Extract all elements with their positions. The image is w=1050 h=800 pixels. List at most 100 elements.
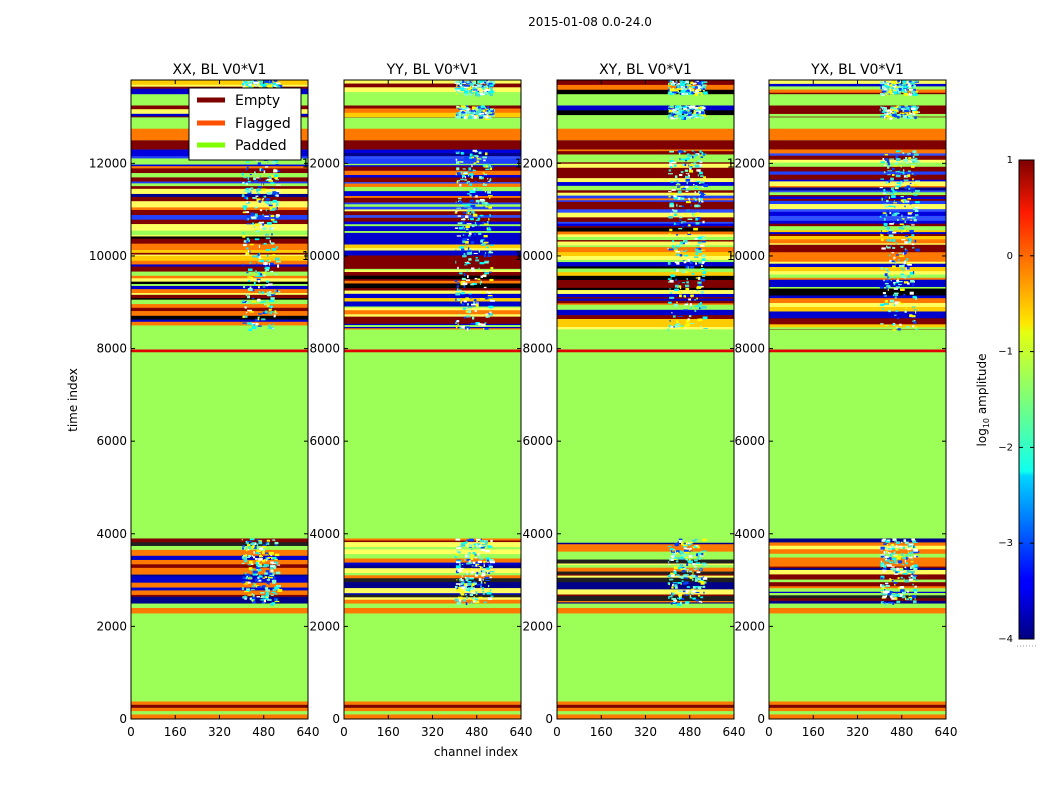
- data-stripe: [344, 209, 521, 212]
- data-speck: [475, 600, 480, 604]
- data-speck: [481, 87, 487, 89]
- data-speck: [460, 582, 463, 586]
- data-speck: [891, 274, 894, 276]
- data-stripe: [557, 256, 734, 261]
- data-speck: [889, 110, 893, 113]
- data-stripe: [769, 320, 946, 325]
- data-speck: [679, 111, 683, 113]
- data-speck: [456, 112, 459, 114]
- data-speck: [914, 80, 919, 82]
- data-speck: [268, 180, 274, 182]
- data-speck: [487, 108, 491, 112]
- data-speck: [482, 274, 487, 277]
- data-stripe: [131, 599, 308, 604]
- data-stripe: [344, 182, 521, 184]
- data-speck: [466, 269, 469, 272]
- data-speck: [911, 558, 913, 561]
- data-speck: [243, 80, 245, 84]
- data-speck: [485, 548, 487, 550]
- band-padded: [131, 613, 308, 702]
- data-speck: [699, 111, 705, 115]
- data-speck: [890, 106, 893, 109]
- data-speck: [268, 305, 274, 308]
- data-speck: [907, 85, 909, 87]
- data-speck: [466, 307, 469, 310]
- data-speck: [884, 268, 889, 270]
- data-speck: [908, 84, 912, 88]
- data-speck: [463, 227, 465, 230]
- data-speck: [670, 116, 675, 119]
- data-speck: [479, 198, 485, 202]
- data-speck: [701, 200, 704, 203]
- data-speck: [685, 288, 690, 291]
- data-speck: [911, 572, 914, 576]
- data-speck: [897, 587, 902, 590]
- data-speck: [475, 302, 479, 304]
- data-speck: [699, 198, 702, 200]
- data-speck: [909, 152, 913, 156]
- data-speck: [487, 195, 493, 197]
- data-speck: [247, 176, 250, 180]
- data-speck: [889, 158, 895, 160]
- data-speck: [885, 551, 889, 553]
- data-speck: [454, 279, 458, 283]
- data-speck: [470, 283, 475, 286]
- data-stripe: [557, 567, 734, 572]
- data-speck: [471, 592, 476, 594]
- data-speck: [454, 227, 459, 229]
- data-speck: [258, 272, 261, 275]
- data-speck: [263, 198, 265, 200]
- data-speck: [484, 81, 487, 84]
- data-speck: [461, 303, 465, 306]
- data-speck: [270, 564, 273, 567]
- data-speck: [258, 256, 261, 259]
- data-speck: [243, 573, 245, 576]
- data-speck: [266, 254, 269, 258]
- data-speck: [243, 231, 245, 235]
- data-speck: [252, 197, 257, 199]
- data-stripe: [557, 190, 734, 193]
- data-speck: [460, 116, 463, 119]
- data-speck: [892, 329, 896, 331]
- data-speck: [911, 216, 916, 219]
- data-stripe: [769, 92, 946, 95]
- data-speck: [890, 595, 893, 599]
- data-speck: [483, 241, 489, 244]
- data-speck: [247, 309, 253, 312]
- data-speck: [700, 577, 705, 580]
- data-stripe: [344, 307, 521, 311]
- data-speck: [689, 323, 695, 325]
- data-speck: [682, 590, 686, 593]
- data-speck: [691, 574, 696, 578]
- data-speck: [242, 211, 246, 214]
- data-stripe: [769, 199, 946, 202]
- data-speck: [687, 173, 690, 175]
- data-speck: [700, 550, 702, 553]
- data-speck: [669, 292, 673, 294]
- data-speck: [895, 592, 899, 594]
- data-speck: [270, 214, 275, 218]
- data-speck: [487, 178, 489, 180]
- data-speck: [886, 245, 888, 248]
- data-speck: [899, 264, 904, 268]
- data-speck: [469, 156, 472, 159]
- data-stripe: [344, 597, 521, 601]
- data-speck: [262, 545, 267, 548]
- data-speck: [698, 557, 701, 560]
- data-speck: [884, 206, 889, 208]
- data-stripe: [769, 303, 946, 308]
- data-speck: [912, 550, 918, 554]
- data-speck: [880, 178, 884, 180]
- data-speck: [247, 581, 251, 584]
- data-speck: [667, 561, 670, 563]
- data-speck: [689, 551, 691, 553]
- data-speck: [897, 115, 900, 119]
- data-speck: [679, 552, 685, 555]
- data-speck: [887, 271, 891, 273]
- data-speck: [673, 91, 678, 94]
- data-speck: [699, 171, 703, 175]
- data-stripe: [344, 575, 521, 579]
- data-speck: [688, 555, 693, 558]
- data-stripe: [344, 593, 521, 595]
- data-speck: [884, 92, 888, 94]
